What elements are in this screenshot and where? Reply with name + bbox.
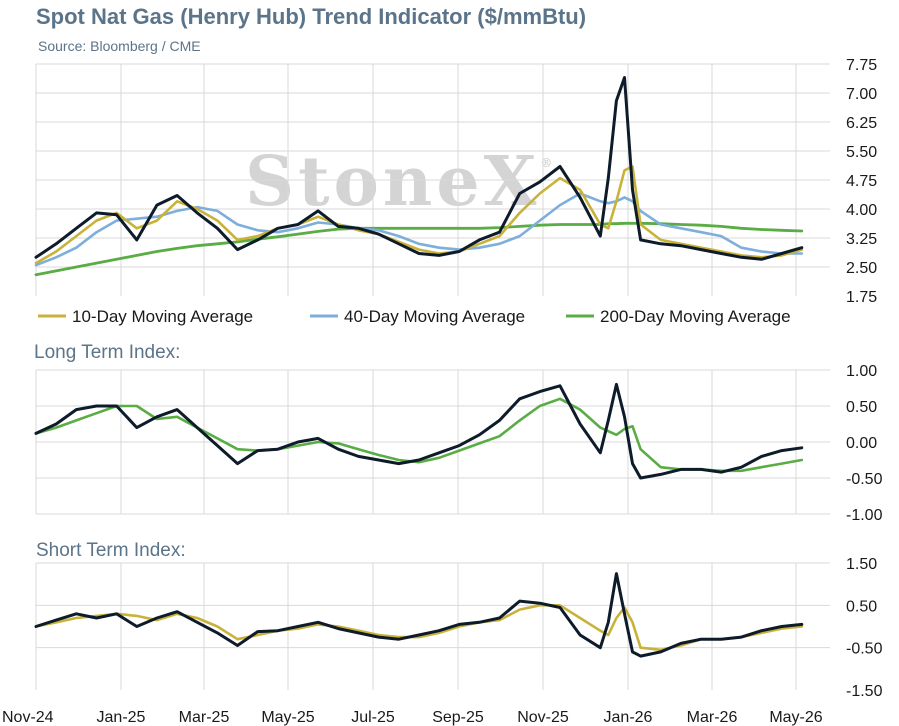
y-tick-label: 0.50 bbox=[846, 598, 877, 615]
y-tick-label: 2.50 bbox=[846, 260, 877, 277]
x-tick-label: May-26 bbox=[769, 709, 822, 726]
y-tick-label: -1.00 bbox=[846, 507, 883, 524]
x-tick-label: May-25 bbox=[261, 709, 314, 726]
panel-title: Long Term Index: bbox=[34, 342, 180, 363]
series-line-long-term-signal bbox=[34, 397, 804, 473]
x-tick-label: Mar-26 bbox=[687, 709, 738, 726]
x-tick-label: Nov-24 bbox=[2, 709, 54, 726]
y-tick-label: 1.75 bbox=[846, 289, 877, 306]
y-tick-label: 4.75 bbox=[846, 173, 877, 190]
series-line-40-day-moving-average bbox=[34, 192, 804, 267]
x-tick-label: Mar-25 bbox=[179, 709, 230, 726]
chart-title: Spot Nat Gas (Henry Hub) Trend Indicator… bbox=[36, 4, 587, 29]
panel-title: Short Term Index: bbox=[36, 540, 186, 561]
series-line-price bbox=[34, 382, 804, 480]
series-layer bbox=[34, 76, 804, 658]
y-tick-label: 0.00 bbox=[846, 435, 877, 452]
y-tick-label: 6.25 bbox=[846, 115, 877, 132]
y-tick-label: -1.50 bbox=[846, 683, 883, 700]
x-tick-label: Sep-25 bbox=[432, 709, 484, 726]
series-line-price bbox=[34, 572, 804, 658]
x-tick-label: Nov-25 bbox=[517, 709, 569, 726]
chart-source: Source: Bloomberg / CME bbox=[38, 38, 201, 54]
y-tick-label: 7.75 bbox=[846, 57, 877, 74]
y-tick-label: 0.50 bbox=[846, 399, 877, 416]
y-tick-label: 5.50 bbox=[846, 144, 877, 161]
legend-label: 10-Day Moving Average bbox=[72, 307, 253, 326]
y-tick-label: -0.50 bbox=[846, 471, 883, 488]
x-tick-label: Jan-25 bbox=[97, 709, 146, 726]
legend-label: 200-Day Moving Average bbox=[600, 307, 791, 326]
y-tick-label: 1.00 bbox=[846, 363, 877, 380]
y-tick-label: -0.50 bbox=[846, 641, 883, 658]
y-tick-label: 7.00 bbox=[846, 86, 877, 103]
grid-layer bbox=[35, 63, 830, 690]
legend-label: 40-Day Moving Average bbox=[344, 307, 525, 326]
label-layer: 7.75 7.00 6.25 5.50 4.75 4.00 3.25 2.50 1.75 10-D… bbox=[2, 57, 883, 726]
x-tick-label: Jul-25 bbox=[351, 709, 395, 726]
x-tick-label: Jan-26 bbox=[604, 709, 653, 726]
y-tick-label: 4.00 bbox=[846, 202, 877, 219]
y-tick-label: 3.25 bbox=[846, 231, 877, 248]
series-line-price bbox=[34, 76, 804, 261]
y-tick-label: 1.50 bbox=[846, 556, 877, 573]
